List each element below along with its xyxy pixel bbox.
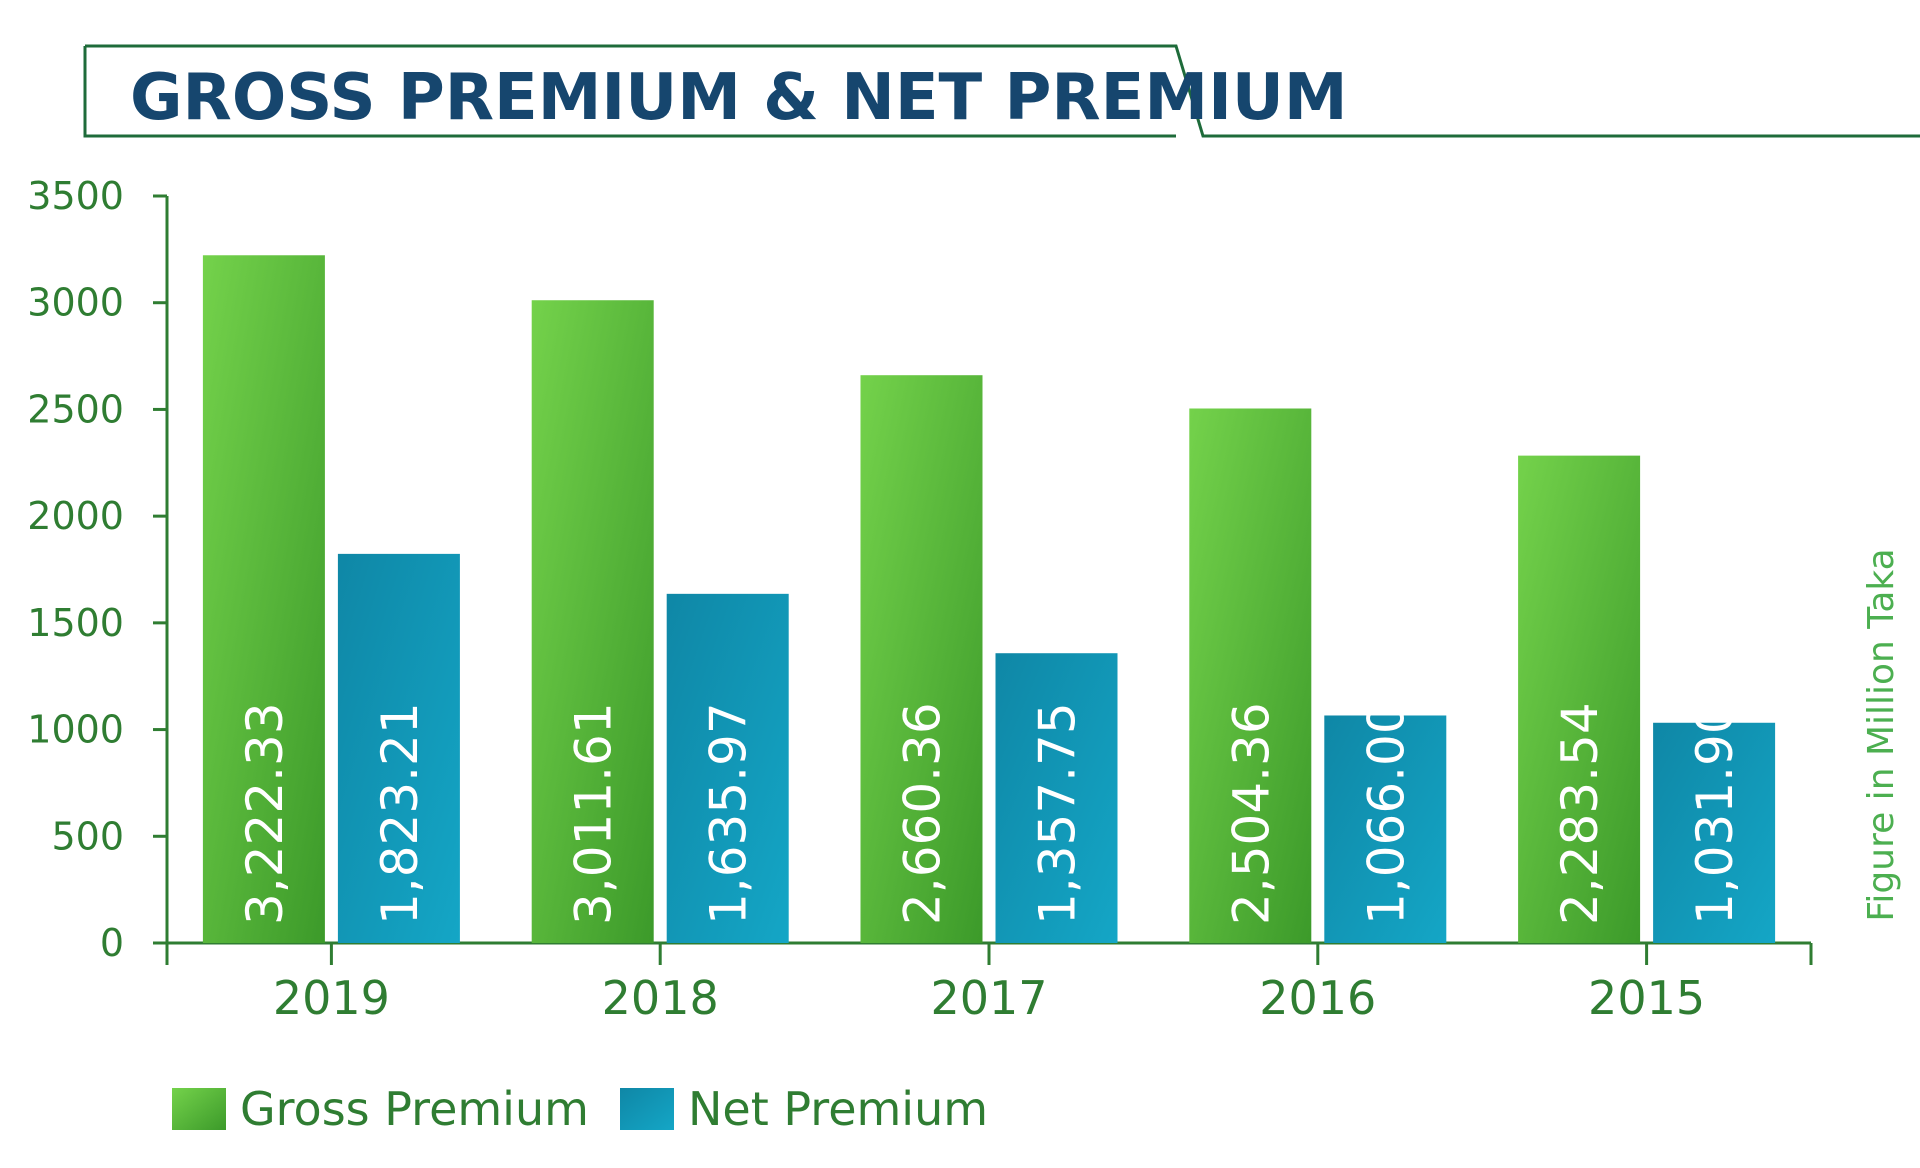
- x-category-label: 2016: [1259, 971, 1376, 1025]
- bar-value-label-net-2018: 1,635.97: [700, 702, 758, 925]
- x-category-label: 2019: [273, 971, 390, 1025]
- y-tick-label: 2500: [27, 387, 124, 431]
- bar-value-label-gross-2018: 3,011.61: [565, 702, 623, 925]
- bar-net-2017: [995, 653, 1118, 943]
- title-frame: [83, 44, 1920, 138]
- y-tick-label: 1000: [27, 708, 124, 752]
- x-category-label: 2018: [602, 971, 719, 1025]
- unit-label: Figure in Million Taka: [1861, 548, 1902, 921]
- bar-gross-2015: [1518, 455, 1641, 943]
- bar-net-2016: [1324, 715, 1447, 943]
- bar-value-label-net-2015: 1,031.90: [1686, 702, 1744, 925]
- bar-gross-2018: [531, 300, 654, 943]
- bar-value-label-gross-2015: 2,283.54: [1551, 702, 1609, 925]
- bar-value-label-gross-2019: 3,222.33: [236, 702, 294, 925]
- bar-labels-group: 3,222.33 1,823.21 3,011.61 1,635.97 2,660.36…: [236, 702, 1744, 925]
- bar-gross-2019: [202, 255, 325, 944]
- y-axis-ticks: 0 500 1000 1500 2000 2500 3000 3500: [27, 174, 167, 965]
- bar-gross-2017: [860, 375, 983, 944]
- bar-net-2019: [337, 553, 460, 943]
- legend: Gross Premium Net Premium: [172, 1082, 988, 1136]
- y-tick-label: 0: [100, 921, 124, 965]
- bars-group: [202, 255, 1776, 944]
- bar-net-2015: [1653, 722, 1776, 943]
- x-category-label: 2017: [930, 971, 1047, 1025]
- y-tick-label: 3500: [27, 174, 124, 218]
- bar-value-label-net-2017: 1,357.75: [1029, 702, 1087, 925]
- legend-label-net: Net Premium: [688, 1082, 988, 1136]
- legend-swatch-gross: [172, 1088, 226, 1130]
- y-tick-label: 500: [51, 814, 124, 858]
- chart-title: GROSS PREMIUM & NET PREMIUM: [130, 61, 1348, 135]
- category-labels-group: 2019 2018 2017 2016 2015: [273, 971, 1705, 1025]
- x-category-label: 2015: [1588, 971, 1705, 1025]
- y-tick-label: 2000: [27, 494, 124, 538]
- legend-swatch-net: [620, 1088, 674, 1130]
- y-tick-label: 1500: [27, 601, 124, 645]
- bar-value-label-gross-2016: 2,504.36: [1222, 702, 1280, 925]
- bar-gross-2016: [1189, 408, 1312, 943]
- legend-label-gross: Gross Premium: [240, 1082, 589, 1136]
- bar-value-label-gross-2017: 2,660.36: [894, 702, 952, 925]
- y-tick-label: 3000: [27, 281, 124, 325]
- x-axis-ticks: [165, 943, 1813, 965]
- bar-value-label-net-2019: 1,823.21: [371, 702, 429, 925]
- bar-value-label-net-2016: 1,066.00: [1357, 702, 1415, 925]
- bar-net-2018: [666, 593, 789, 943]
